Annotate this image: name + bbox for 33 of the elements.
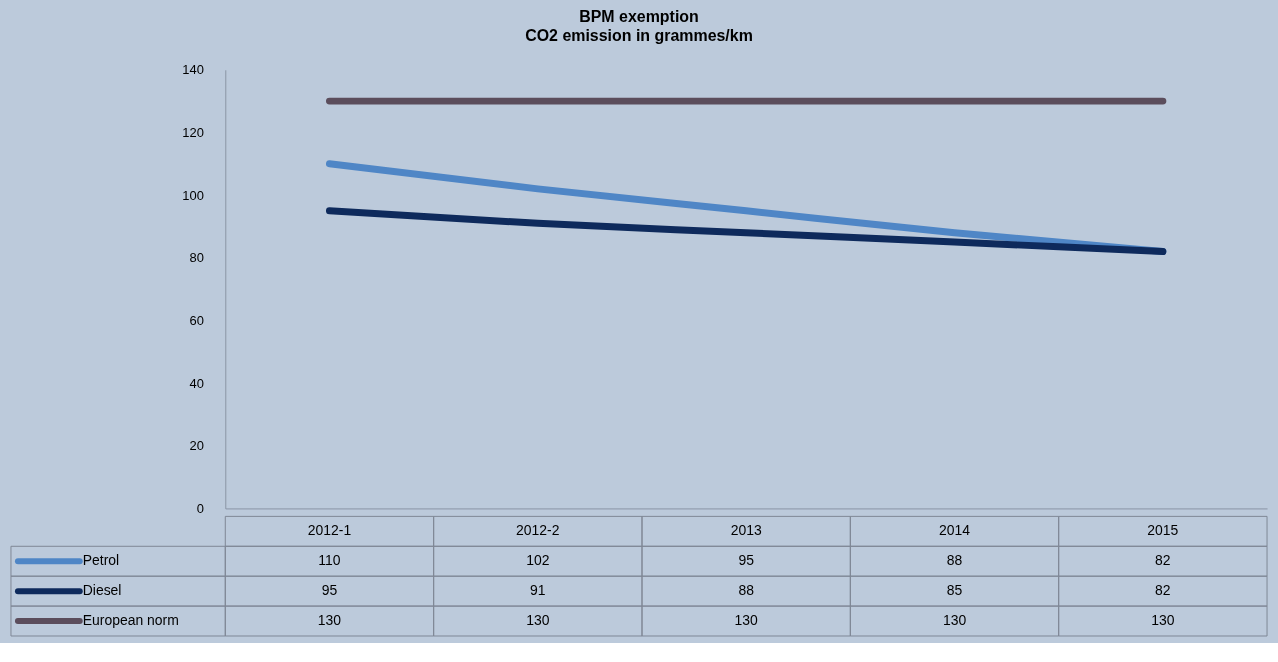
data-label: 130 — [1151, 612, 1175, 629]
y-tick-label: 20 — [189, 438, 204, 454]
legend-label: Diesel — [82, 582, 122, 599]
data-label: 95 — [321, 582, 338, 599]
data-label: 88 — [946, 552, 963, 569]
data-label: 85 — [946, 582, 963, 599]
y-tick-label: 140 — [182, 62, 204, 78]
x-tick-label: 2012-2 — [516, 522, 560, 539]
data-label: 88 — [738, 582, 755, 599]
data-label: 130 — [317, 612, 342, 629]
data-label: 95 — [738, 552, 755, 569]
chart-subtitle: CO2 emission in grammes/km — [525, 26, 753, 44]
data-label: 110 — [318, 552, 341, 569]
data-label: 82 — [1155, 552, 1171, 569]
x-tick-label: 2015 — [1147, 522, 1179, 539]
y-tick-label: 60 — [189, 312, 204, 328]
y-tick-label: 120 — [182, 124, 204, 140]
legend-label: European norm — [82, 612, 179, 629]
data-label: 102 — [526, 552, 550, 569]
x-tick-label: 2012-1 — [307, 522, 352, 539]
data-label: 130 — [942, 612, 967, 629]
legend-label: Petrol — [82, 552, 120, 569]
data-label: 130 — [734, 612, 759, 629]
y-tick-label: 40 — [189, 375, 204, 391]
x-tick-label: 2014 — [939, 522, 971, 539]
y-tick-label: 80 — [189, 250, 204, 266]
data-label: 130 — [526, 612, 550, 629]
y-tick-label: 100 — [182, 187, 204, 203]
data-label: 82 — [1155, 582, 1171, 599]
chart-title: BPM exemption — [579, 7, 699, 25]
y-tick-label: 0 — [196, 500, 204, 516]
data-label: 91 — [530, 582, 546, 599]
x-tick-label: 2013 — [730, 522, 762, 539]
